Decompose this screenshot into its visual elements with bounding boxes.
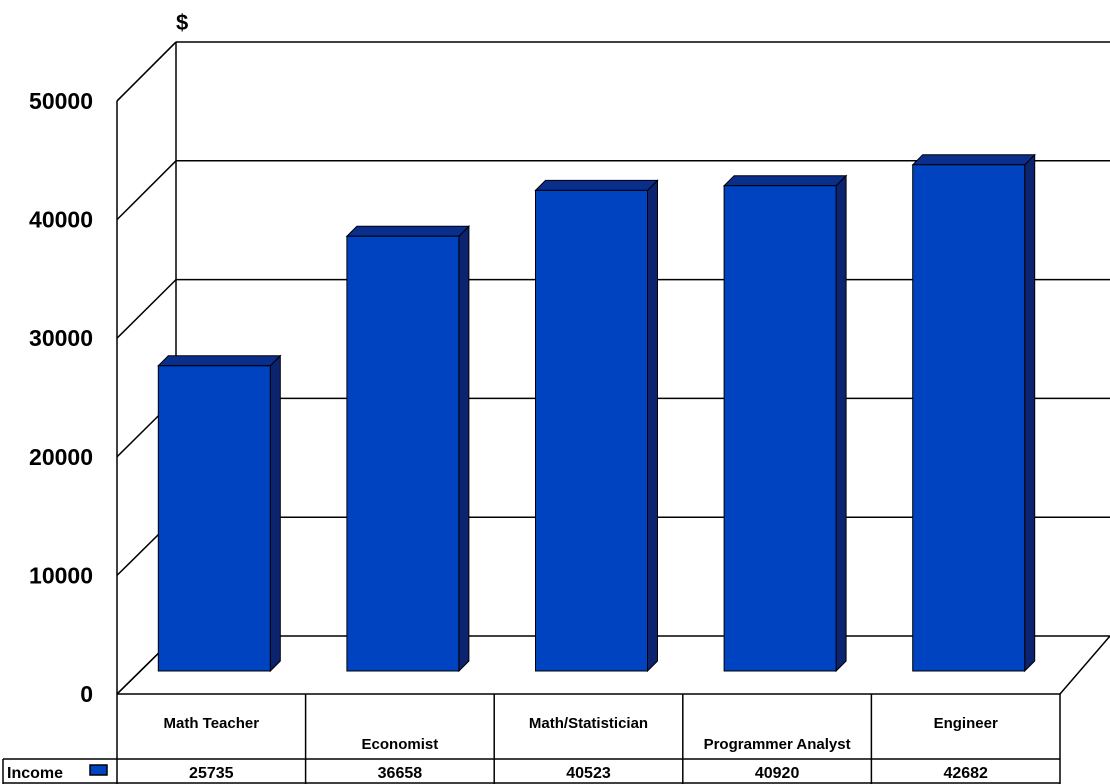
gridline-diagonal xyxy=(116,279,177,339)
bar-side xyxy=(835,174,847,673)
table-value: 40523 xyxy=(566,765,611,782)
gridline-diagonal xyxy=(116,160,177,221)
bar-top xyxy=(911,154,1036,166)
y-tick-label: 20000 xyxy=(29,444,93,470)
x-tick-label: Math Teacher xyxy=(164,715,260,732)
table-value: 36658 xyxy=(378,765,423,782)
floor-right-edge xyxy=(1059,635,1110,695)
data-table: Math Teacher Economist Math/Statistician Pr… xyxy=(2,694,1061,784)
gridline-diagonal xyxy=(116,41,177,102)
x-tick-label: Programmer Analyst xyxy=(704,736,851,753)
bar xyxy=(346,235,460,672)
y-tick-label: 30000 xyxy=(29,325,93,351)
bar-side xyxy=(269,354,281,673)
bar-top xyxy=(345,225,471,237)
bar xyxy=(157,365,271,672)
bar-top xyxy=(534,179,659,191)
bar xyxy=(535,189,648,672)
bar-side xyxy=(458,225,470,673)
y-axis-label: $ xyxy=(176,10,188,35)
table-row-label: Income xyxy=(7,765,63,782)
bar-top xyxy=(157,355,282,367)
bar xyxy=(723,185,837,672)
y-tick-label: 40000 xyxy=(29,207,93,233)
x-tick-label: Economist xyxy=(362,736,439,753)
bar-side xyxy=(647,179,658,673)
x-tick-label: Engineer xyxy=(934,715,998,732)
bar xyxy=(912,164,1026,672)
y-tick-label: 50000 xyxy=(29,88,93,114)
y-tick-label: 0 xyxy=(80,681,93,707)
x-tick-label: Math/Statistician xyxy=(529,715,648,732)
legend-swatch xyxy=(89,764,108,776)
bar-top xyxy=(722,175,848,187)
y-tick-label: 10000 xyxy=(29,562,93,588)
table-value: 42682 xyxy=(943,765,988,782)
table-value: 40920 xyxy=(755,765,800,782)
bar-side xyxy=(1024,153,1036,673)
y-axis-ticks: 0 10000 20000 30000 40000 50000 xyxy=(29,88,93,707)
bars xyxy=(157,153,1036,673)
table-value: 25735 xyxy=(189,765,234,782)
